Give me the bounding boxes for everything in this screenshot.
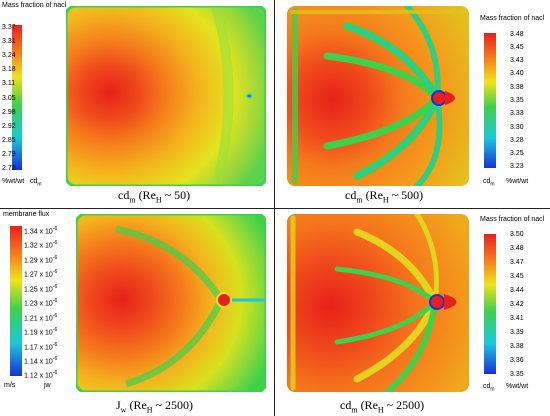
tick-label: 2.98	[2, 109, 16, 116]
tick-label: 2.92	[2, 123, 16, 130]
tick-label: 3.45	[510, 273, 524, 280]
tick-label: 3.50	[510, 231, 524, 238]
tick-label: 2.79	[2, 151, 16, 158]
tick-label: 3.45	[510, 44, 524, 51]
tick-label: 3.40	[510, 70, 524, 77]
tick-label: 1.21 x 10-6	[24, 313, 58, 323]
tick-label: 3.35	[510, 371, 524, 378]
tick-label: 3.44	[510, 287, 524, 294]
horizontal-divider	[0, 208, 550, 209]
tick-label: 3.28	[510, 137, 524, 144]
legend-title: Mass fraction of nacl	[480, 216, 545, 223]
legend-title: Mass fraction of nacl	[2, 2, 67, 9]
tick-label: 3.48	[510, 245, 524, 252]
tick-label: 1.14 x 10-6	[24, 356, 58, 366]
tick-label: 3.05	[2, 95, 16, 102]
legend-title: Mass fraction of nacl	[480, 15, 545, 22]
tick-label: 1.19 x 10-6	[24, 327, 58, 337]
tick-label: 1.32 x 10-6	[24, 240, 58, 250]
variable-label: cdm	[30, 178, 42, 188]
tick-label: 1.12 x 10-6	[24, 370, 58, 380]
contour-plot	[76, 214, 266, 392]
tick-label: 3.23	[510, 163, 524, 170]
panel-caption: cdm (ReH ~ 50)	[118, 188, 191, 205]
tick-label: 1.23 x 10-6	[24, 298, 58, 308]
tick-label: 3.41	[510, 315, 524, 322]
tick-label: 2.72	[2, 165, 16, 172]
tick-label: 3.31	[2, 38, 16, 45]
tick-label: 3.43	[510, 57, 524, 64]
tick-label: 3.18	[2, 66, 16, 73]
variable-label: cdm	[483, 383, 495, 393]
tick-label: 3.25	[510, 150, 524, 157]
tick-label: 1.29 x 10-6	[24, 255, 58, 265]
colorbar	[484, 33, 496, 168]
unit-label: %wt/wt	[2, 178, 25, 185]
tick-label: 1.27 x 10-6	[24, 269, 58, 279]
colorbar	[484, 234, 496, 374]
variable-label: jw	[44, 382, 51, 389]
legend-title: membrane flux	[3, 211, 50, 218]
tick-label: 1.34 x 10-6	[24, 226, 58, 236]
tick-label: 3.38	[510, 343, 524, 350]
colorbar	[10, 226, 22, 376]
panel-caption: cdm (ReH ~ 500)	[345, 188, 424, 205]
unit-label: m/s	[4, 382, 16, 389]
unit-label: %wt/wt	[506, 178, 529, 185]
tick-label: 3.35	[510, 97, 524, 104]
panel-caption: Jw (ReH ~ 2500)	[116, 398, 194, 415]
contour-plot	[287, 6, 469, 186]
tick-label: 3.48	[510, 31, 524, 38]
panel-caption: cdm (ReH ~ 2500)	[340, 398, 425, 415]
tick-label: 3.37	[2, 24, 16, 31]
tick-label: 3.42	[510, 301, 524, 308]
tick-label: 3.39	[510, 329, 524, 336]
tick-label: 1.17 x 10-6	[24, 342, 58, 352]
tick-label: 3.33	[510, 110, 524, 117]
unit-label: %wt/wt	[506, 383, 529, 390]
colorbar	[12, 25, 22, 170]
contour-plot	[287, 214, 469, 392]
tick-label: 3.11	[2, 80, 16, 87]
tick-label: 3.47	[510, 259, 524, 266]
tick-label: 3.30	[510, 124, 524, 131]
variable-label: cdm	[483, 178, 495, 188]
tick-label: 1.25 x 10-6	[24, 284, 58, 294]
tick-label: 3.38	[510, 84, 524, 91]
tick-label: 2.85	[2, 137, 16, 144]
contour-plot	[66, 6, 266, 186]
tick-label: 3.24	[2, 52, 16, 59]
tick-label: 3.36	[510, 357, 524, 364]
